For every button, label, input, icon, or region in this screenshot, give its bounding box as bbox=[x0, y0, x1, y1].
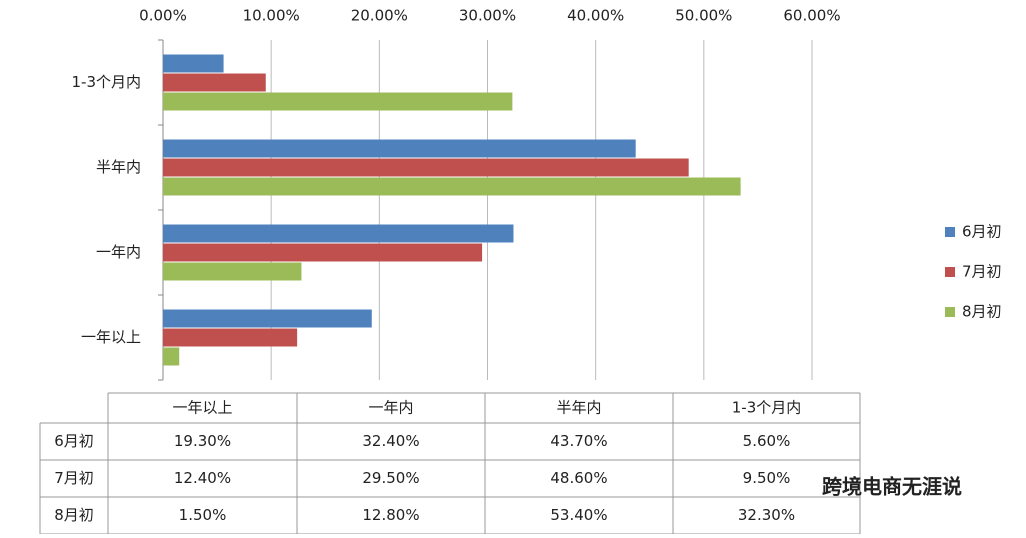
bar bbox=[163, 262, 302, 281]
bar bbox=[163, 73, 266, 92]
x-tick-label: 50.00% bbox=[675, 7, 732, 25]
table-cell: 5.60% bbox=[743, 432, 791, 450]
table-header: 1-3个月内 bbox=[732, 399, 802, 417]
x-tick-label: 0.00% bbox=[139, 7, 187, 25]
x-tick-label: 40.00% bbox=[567, 7, 624, 25]
table-cell: 32.40% bbox=[362, 432, 419, 450]
watermark: 跨境电商无涯说 bbox=[822, 475, 962, 499]
table-cell: 12.80% bbox=[362, 506, 419, 524]
table-cell: 1.50% bbox=[179, 506, 227, 524]
table-cell: 12.40% bbox=[174, 469, 231, 487]
table-cell: 19.30% bbox=[174, 432, 231, 450]
bar bbox=[163, 177, 741, 196]
table-cell: 43.70% bbox=[550, 432, 607, 450]
bar bbox=[163, 347, 180, 366]
legend-swatch bbox=[945, 267, 955, 277]
table-cell: 29.50% bbox=[362, 469, 419, 487]
table-header: 半年内 bbox=[556, 399, 601, 417]
table-row-label: 8月初 bbox=[54, 506, 94, 524]
bar bbox=[163, 92, 513, 111]
bar bbox=[163, 224, 514, 243]
table-cell: 48.60% bbox=[550, 469, 607, 487]
table-cell: 9.50% bbox=[743, 469, 791, 487]
y-tick-label: 一年以上 bbox=[81, 328, 141, 346]
bar bbox=[163, 139, 636, 158]
bar bbox=[163, 54, 224, 73]
legend-label: 8月初 bbox=[962, 303, 1002, 321]
bar bbox=[163, 328, 298, 347]
table-header: 一年内 bbox=[368, 399, 413, 417]
table-header: 一年以上 bbox=[172, 399, 232, 417]
table-row-label: 6月初 bbox=[54, 432, 94, 450]
bar bbox=[163, 243, 483, 262]
x-tick-label: 20.00% bbox=[351, 7, 408, 25]
legend-swatch bbox=[945, 307, 955, 317]
x-tick-label: 60.00% bbox=[783, 7, 840, 25]
legend-label: 6月初 bbox=[962, 223, 1002, 241]
y-tick-label: 一年内 bbox=[96, 243, 141, 261]
bar bbox=[163, 309, 372, 328]
y-tick-label: 1-3个月内 bbox=[72, 73, 142, 91]
table-cell: 32.30% bbox=[738, 506, 795, 524]
table-cell: 53.40% bbox=[550, 506, 607, 524]
bar bbox=[163, 158, 689, 177]
legend-swatch bbox=[945, 227, 955, 237]
legend-label: 7月初 bbox=[962, 263, 1002, 281]
x-tick-label: 30.00% bbox=[459, 7, 516, 25]
table-row-label: 7月初 bbox=[54, 469, 94, 487]
x-tick-label: 10.00% bbox=[243, 7, 300, 25]
y-tick-label: 半年内 bbox=[96, 158, 141, 176]
